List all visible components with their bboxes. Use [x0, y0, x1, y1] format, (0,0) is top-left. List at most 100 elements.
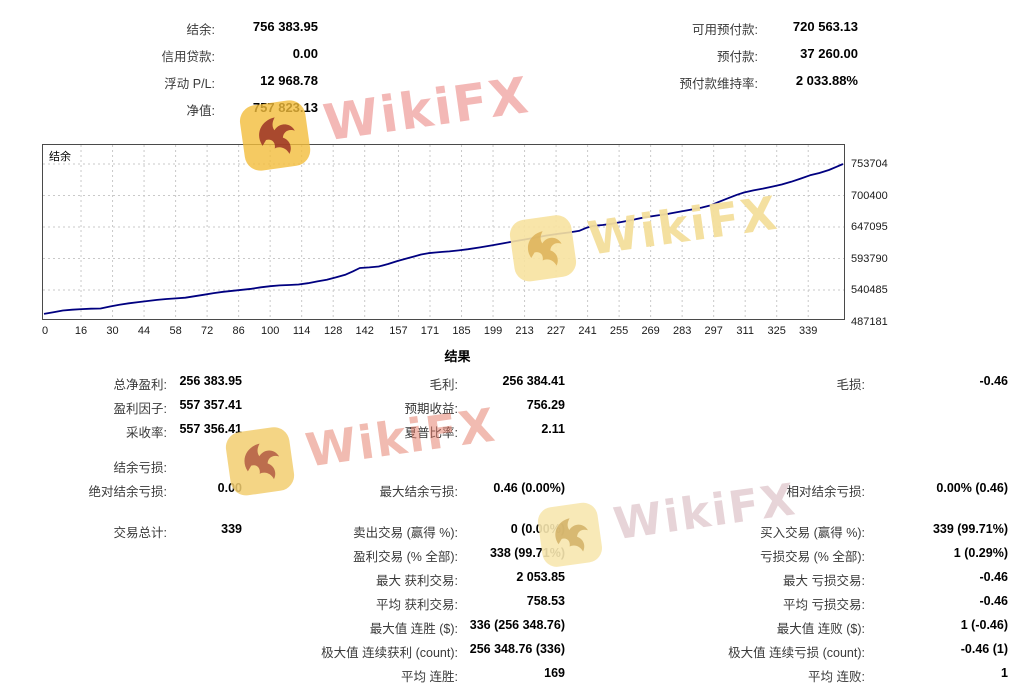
result-row: 总净盈利: 256 383.95 毛利: 256 384.41 毛损: -0.46	[0, 370, 1035, 394]
result-label: 夏普比率:	[404, 426, 458, 440]
x-axis-tick: 0	[41, 325, 49, 337]
result-value: 2.11	[541, 422, 565, 436]
x-axis-tick: 213	[515, 325, 534, 337]
result-label: 总净盈利:	[113, 378, 167, 392]
result-label: 平均 获利交易:	[376, 598, 458, 612]
x-axis-tick: 269	[641, 325, 660, 337]
balance-chart-plot: 结余	[42, 144, 845, 320]
x-axis-tick: 16	[74, 325, 88, 337]
result-label: 采收率:	[126, 426, 167, 440]
result-label: 盈利交易 (% 全部):	[353, 550, 458, 564]
result-row: 结余亏损:	[0, 453, 1035, 477]
x-axis-tick: 72	[200, 325, 214, 337]
result-value: -0.46	[979, 374, 1009, 388]
account-label: 结余:	[186, 23, 215, 37]
account-label: 信用贷款:	[161, 50, 215, 64]
result-label: 绝对结余亏损:	[88, 485, 167, 499]
result-row: 平均 获利交易: 758.53 平均 亏损交易: -0.46	[0, 590, 1035, 614]
spacer-row	[0, 442, 1035, 453]
result-value: 0 (0.00%)	[510, 522, 565, 536]
result-label: 极大值 连续获利 (count):	[321, 646, 458, 660]
result-label: 毛损:	[836, 378, 865, 392]
result-row: 平均 连胜: 169 平均 连败: 1	[0, 662, 1035, 686]
result-value: 0.00% (0.46)	[936, 481, 1008, 495]
balance-chart: 结余 753704 700400 647095 593790 540485 487181 0…	[0, 144, 1035, 344]
result-label: 最大 获利交易:	[376, 574, 458, 588]
x-axis-tick: 297	[704, 325, 723, 337]
y-axis-tick: 647095	[851, 221, 888, 233]
chart-legend: 结余	[49, 151, 71, 163]
results-table: 总净盈利: 256 383.95 毛利: 256 384.41 毛损: -0.46 盈利因子…	[0, 370, 1035, 686]
result-label: 最大结余亏损:	[379, 485, 458, 499]
result-label: 相对结余亏损:	[786, 485, 865, 499]
x-axis-tick: 325	[767, 325, 786, 337]
account-label: 预付款维持率:	[679, 77, 758, 91]
result-value: 1 (-0.46)	[960, 618, 1008, 632]
result-label: 平均 亏损交易:	[783, 598, 865, 612]
result-value: -0.46 (1)	[960, 642, 1008, 656]
balance-curve-svg	[43, 145, 844, 319]
x-axis-tick: 185	[452, 325, 471, 337]
account-value: 757 823.13	[252, 100, 318, 115]
y-axis-tick: 540485	[851, 284, 888, 296]
result-value: 758.53	[526, 594, 565, 608]
result-value: -0.46	[979, 570, 1009, 584]
result-label: 最大值 连败 ($):	[776, 622, 865, 636]
result-value: -0.46	[979, 594, 1009, 608]
result-row: 交易总计: 339 卖出交易 (赢得 %): 0 (0.00%) 买入交易 (赢得 %)…	[0, 518, 1035, 542]
account-label: 浮动 P/L:	[164, 77, 215, 91]
result-value: 557 357.41	[179, 398, 242, 412]
result-value: 338 (99.71%)	[489, 546, 565, 560]
x-axis-tick: 157	[389, 325, 408, 337]
account-value: 720 563.13	[792, 19, 858, 34]
x-axis-tick: 58	[169, 325, 182, 337]
x-axis-tick: 171	[420, 325, 440, 337]
account-value: 2 033.88%	[795, 73, 858, 88]
account-label: 预付款:	[717, 50, 758, 64]
x-axis-tick: 283	[672, 325, 692, 337]
result-value: 2 053.85	[516, 570, 565, 584]
result-value: 756.29	[526, 398, 565, 412]
result-value: 1	[1001, 666, 1008, 680]
x-axis-tick: 86	[232, 325, 245, 337]
x-axis-tick: 114	[292, 325, 311, 337]
result-value: 0.46 (0.00%)	[493, 481, 565, 495]
result-value: 0.00	[217, 481, 242, 495]
result-label: 亏损交易 (% 全部):	[760, 550, 865, 564]
x-axis-tick: 199	[483, 325, 503, 337]
result-label: 毛利:	[429, 378, 458, 392]
result-value: 336 (256 348.76)	[469, 618, 565, 632]
result-label: 平均 连败:	[808, 670, 865, 684]
account-label: 可用预付款:	[692, 23, 758, 37]
account-row: 信用贷款: 0.00 预付款: 37 260.00	[0, 41, 1035, 68]
result-label: 最大值 连胜 ($):	[369, 622, 458, 636]
result-label: 预期收益:	[404, 402, 458, 416]
result-label: 极大值 连续亏损 (count):	[728, 646, 865, 660]
y-axis-tick: 753704	[851, 158, 888, 170]
y-axis-tick: 487181	[851, 315, 888, 328]
y-axis-tick: 700400	[851, 189, 888, 202]
result-row: 盈利因子: 557 357.41 预期收益: 756.29	[0, 394, 1035, 418]
account-row: 浮动 P/L: 12 968.78 预付款维持率: 2 033.88%	[0, 68, 1035, 95]
result-label: 交易总计:	[113, 526, 167, 540]
result-value: 256 384.41	[502, 374, 565, 388]
result-value: 339 (99.71%)	[932, 522, 1008, 536]
x-axis-tick: 227	[546, 325, 566, 337]
account-value: 12 968.78	[260, 73, 318, 88]
result-label: 买入交易 (赢得 %):	[760, 526, 865, 540]
result-row: 最大值 连胜 ($): 336 (256 348.76) 最大值 连败 ($): 1 …	[0, 614, 1035, 638]
account-value: 756 383.95	[252, 19, 318, 34]
account-summary: 结余: 756 383.95 可用预付款: 720 563.13 信用贷款: 0.00 预付…	[0, 0, 1035, 122]
result-label: 平均 连胜:	[401, 670, 458, 684]
result-row: 极大值 连续获利 (count): 256 348.76 (336) 极大值 连续亏…	[0, 638, 1035, 662]
result-value: 256 383.95	[179, 374, 242, 388]
balance-line	[43, 163, 844, 315]
x-axis-tick: 44	[137, 325, 151, 337]
y-axis-tick: 593790	[851, 252, 888, 265]
result-row: 绝对结余亏损: 0.00 最大结余亏损: 0.46 (0.00%) 相对结余亏损: 0.0…	[0, 477, 1035, 501]
x-axis-tick: 100	[260, 325, 280, 337]
result-label: 最大 亏损交易:	[783, 574, 865, 588]
account-label: 净值:	[186, 104, 215, 118]
spacer-row	[0, 501, 1035, 518]
